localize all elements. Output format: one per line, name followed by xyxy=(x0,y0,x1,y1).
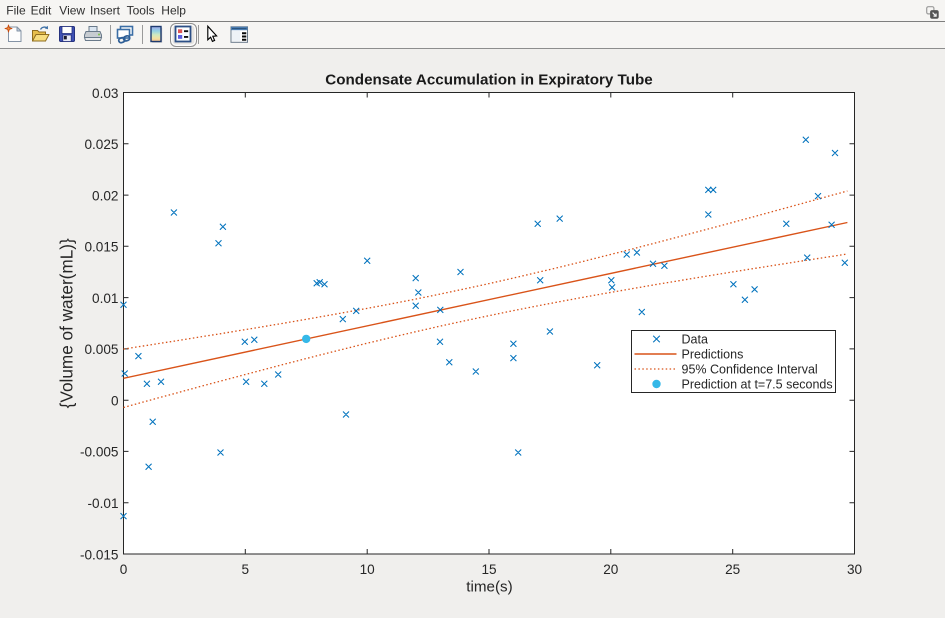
svg-text:20: 20 xyxy=(603,562,619,577)
svg-text:File: File xyxy=(6,3,26,17)
svg-text:-0.01: -0.01 xyxy=(88,496,119,511)
svg-text:0.015: 0.015 xyxy=(84,240,118,255)
svg-text:Edit: Edit xyxy=(31,3,52,17)
svg-text:Tools: Tools xyxy=(127,3,155,17)
svg-text:-0.005: -0.005 xyxy=(80,445,119,460)
svg-text:95% Confidence Interval: 95% Confidence Interval xyxy=(682,363,818,377)
svg-text:0: 0 xyxy=(111,394,119,409)
svg-text:0.02: 0.02 xyxy=(92,188,118,203)
svg-text:0.01: 0.01 xyxy=(92,291,118,306)
svg-text:Condensate Accumulation in Exp: Condensate Accumulation in Expiratory Tu… xyxy=(325,72,652,89)
svg-text:0: 0 xyxy=(120,562,128,577)
svg-text:-0.015: -0.015 xyxy=(80,547,119,562)
svg-text:{Volume of water(mL)}: {Volume of water(mL)} xyxy=(57,238,77,408)
svg-text:10: 10 xyxy=(360,562,376,577)
svg-text:Prediction at t=7.5 seconds: Prediction at t=7.5 seconds xyxy=(682,378,833,392)
svg-text:0.03: 0.03 xyxy=(92,86,118,101)
svg-text:15: 15 xyxy=(481,562,496,577)
svg-text:25: 25 xyxy=(725,562,740,577)
svg-text:5: 5 xyxy=(242,562,250,577)
svg-text:Predictions: Predictions xyxy=(682,348,744,362)
svg-text:Help: Help xyxy=(161,3,186,17)
svg-text:Data: Data xyxy=(682,333,708,347)
svg-text:0.025: 0.025 xyxy=(84,137,118,152)
svg-text:time(s): time(s) xyxy=(466,579,512,596)
svg-text:0.005: 0.005 xyxy=(84,342,118,357)
svg-text:30: 30 xyxy=(847,562,863,577)
svg-text:Insert: Insert xyxy=(90,3,121,17)
svg-text:View: View xyxy=(59,3,85,17)
